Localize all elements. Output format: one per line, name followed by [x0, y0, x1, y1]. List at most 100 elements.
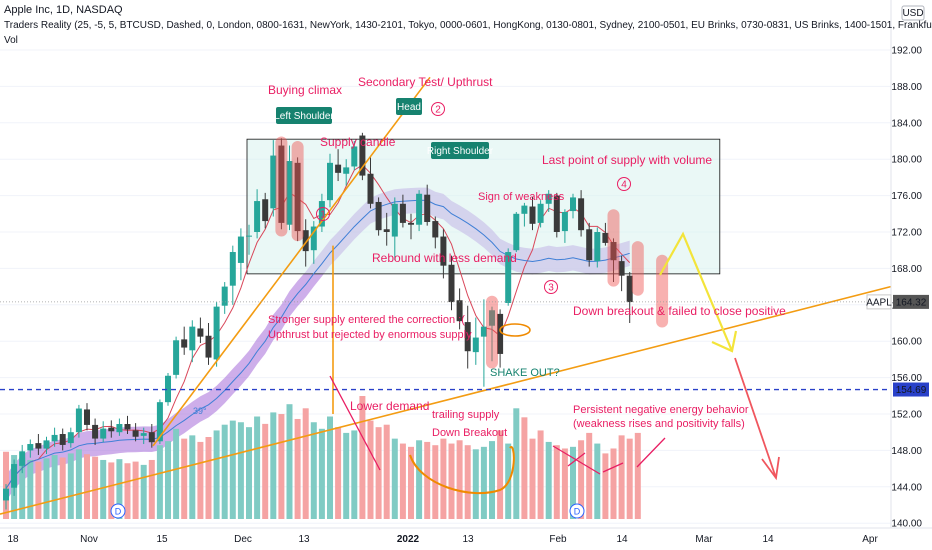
label-rebound: Rebound with less demand	[372, 251, 517, 265]
volume-bar	[262, 423, 269, 519]
candle-body	[626, 275, 633, 303]
label-last-point-supply: Last point of supply with volume	[542, 153, 712, 167]
volume-bar	[399, 443, 406, 519]
indicator-legend[interactable]: Traders Reality (25, -5, 5, BTCUSD, Dash…	[4, 20, 932, 31]
price-axis: 192.00 188.00 184.00 180.00 176.00 172.00 168.…	[866, 0, 929, 530]
volume-bar	[67, 453, 74, 519]
price-tick-label: 188.00	[891, 82, 922, 93]
candle-body	[416, 193, 423, 225]
candle-body	[497, 313, 504, 354]
volume-bar	[100, 459, 107, 519]
label-supply-candle: Supply candle	[320, 135, 396, 149]
volume-bar	[213, 430, 220, 519]
candle-body	[464, 322, 471, 352]
candle-body	[343, 167, 350, 174]
candle-body	[448, 264, 455, 303]
price-tick-label: 172.00	[891, 228, 922, 239]
forecast-red-path	[734, 357, 777, 479]
range-box	[246, 138, 721, 275]
candle-body	[35, 443, 42, 449]
marker-4-circle	[617, 177, 631, 191]
candle-body	[586, 229, 593, 261]
volume-bar	[561, 448, 568, 519]
candle-body	[254, 201, 261, 232]
volume-bar	[302, 408, 309, 519]
volume-bar	[140, 464, 147, 519]
volume-bar	[497, 430, 504, 519]
price-tick-label: 176.00	[891, 191, 922, 202]
volume-bar	[197, 441, 204, 519]
persistence-line-2	[567, 452, 586, 467]
volume-bar	[116, 459, 123, 519]
price-tick-label: 148.00	[891, 446, 922, 457]
candle-body	[197, 328, 204, 337]
time-tick-label: Dec	[234, 534, 252, 545]
level-price-badge: 154.69	[896, 385, 927, 396]
candle-body	[561, 211, 568, 232]
candle-body	[148, 432, 155, 443]
time-tick-label: 14	[762, 534, 774, 545]
candle-body	[156, 402, 163, 442]
candle-body	[440, 236, 447, 266]
volume-bar	[165, 441, 171, 519]
volume-bar	[602, 453, 609, 519]
volume-bar	[108, 462, 115, 519]
candle-body	[335, 164, 342, 173]
candle-body	[181, 339, 188, 348]
badge-right-shoulder-bg	[431, 142, 489, 159]
marker-1-circle	[316, 207, 330, 221]
candle-body	[456, 300, 463, 322]
candle-body	[221, 286, 228, 306]
candle-body	[553, 195, 560, 232]
volume-bar	[335, 427, 342, 519]
volume-bar	[181, 438, 188, 519]
chart-title: Apple Inc, 1D, NASDAQ	[4, 4, 123, 16]
candle-body	[27, 444, 34, 451]
label-sign-of-weakness: Sign of weakness	[478, 191, 565, 203]
candle-body	[51, 434, 58, 442]
label-lower-demand: Lower demand	[350, 399, 429, 413]
volume-bar	[408, 446, 414, 519]
volume-legend[interactable]: Vol	[4, 35, 18, 46]
volume-bar	[254, 416, 261, 519]
price-tick-label: 168.00	[891, 264, 922, 275]
candle-body	[367, 173, 374, 204]
currency-badge-bg	[901, 5, 925, 21]
marker-2: 2	[435, 105, 441, 116]
label-persistent-2: (weakness rises and positivity falls)	[573, 418, 745, 430]
time-tick-label: Nov	[80, 534, 98, 545]
candle-body	[505, 252, 512, 303]
highlight-capsule	[486, 295, 498, 369]
candle-body	[165, 375, 171, 403]
candle-body	[59, 434, 66, 445]
candle-body	[529, 206, 536, 224]
symbol-badge-bg	[866, 294, 892, 310]
candle-body	[618, 261, 625, 276]
volume-bar	[19, 457, 26, 519]
candle-body	[43, 440, 50, 449]
candle-body	[594, 232, 601, 262]
candle-body	[570, 197, 576, 212]
candle-body	[399, 203, 406, 223]
range-rectangle	[246, 138, 721, 275]
volume-bar	[229, 420, 236, 519]
time-tick-label: 13	[298, 534, 310, 545]
volume-bar	[270, 412, 277, 519]
label-down-breakout: Down breakout & failed to close positive	[573, 304, 786, 318]
time-tick-label: Apr	[862, 534, 878, 545]
volume-bar	[553, 445, 560, 519]
dividend-marker-circle	[569, 503, 585, 519]
price-tick-label: 152.00	[891, 410, 922, 421]
candle-body	[19, 451, 26, 466]
badge-left-shoulder: Left Shoulder	[274, 111, 334, 122]
price-tick-label: 144.00	[891, 482, 922, 493]
label-shake-out: SHAKE OUT?	[490, 367, 560, 379]
persistence-line-3	[602, 462, 624, 473]
forecast-yellow-path	[659, 231, 734, 352]
candle-body	[375, 201, 382, 231]
candle-body	[92, 424, 99, 439]
dividend-marker: D	[115, 507, 122, 517]
candle-body	[3, 488, 9, 501]
candle-body	[124, 424, 131, 430]
